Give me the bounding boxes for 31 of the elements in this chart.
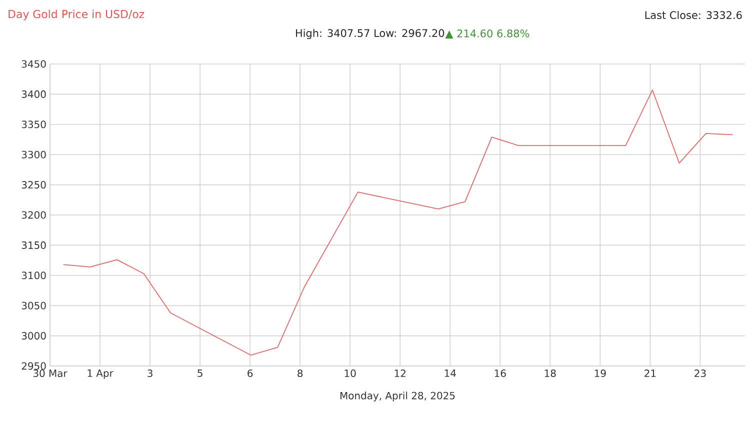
y-tick-label: 3350 bbox=[22, 120, 46, 128]
x-tick-label: 5 bbox=[198, 370, 202, 377]
x-tick-label: 30 Mar bbox=[33, 370, 68, 378]
y-tick-label: 3150 bbox=[22, 241, 46, 249]
y-tick-label: 3300 bbox=[22, 150, 46, 158]
x-tick-label: 18 bbox=[544, 370, 556, 378]
x-tick-label: 10 bbox=[344, 370, 356, 378]
y-tick-label: 3250 bbox=[22, 181, 46, 189]
x-tick-label: 21 bbox=[644, 370, 656, 377]
y-tick-label: 2950 bbox=[22, 362, 46, 370]
x-tick-label: 8 bbox=[298, 370, 303, 378]
y-tick-label: 3450 bbox=[22, 60, 46, 68]
chart-title: Day Gold Price in USD/oz bbox=[8, 10, 144, 20]
x-tick-label: 14 bbox=[444, 370, 456, 377]
line-series bbox=[62, 90, 734, 356]
x-tick-label: 1 Apr bbox=[88, 370, 114, 379]
y-tick-label: 3100 bbox=[22, 272, 46, 280]
x-tick-label: 23 bbox=[694, 370, 706, 378]
x-tick-label: 16 bbox=[494, 370, 506, 378]
x-tick-label: 6 bbox=[248, 370, 253, 378]
y-tick-label: 3400 bbox=[22, 90, 46, 98]
x-tick-label: 3 bbox=[148, 370, 152, 378]
x-tick-label: 12 bbox=[394, 370, 406, 377]
x-axis-title: Monday, April 28, 2025 bbox=[340, 392, 455, 402]
x-tick-label: 19 bbox=[594, 370, 606, 378]
y-tick-label: 3000 bbox=[22, 332, 46, 340]
text: ▲ 214.60 6.88% bbox=[445, 29, 530, 39]
y-tick-label: 3050 bbox=[22, 302, 46, 310]
text: Last Close: 3332.6 bbox=[645, 10, 742, 20]
chart-subtitle: High: 3407.57 Low: 2967.20 bbox=[296, 28, 444, 40]
y-tick-label: 3200 bbox=[22, 211, 46, 219]
